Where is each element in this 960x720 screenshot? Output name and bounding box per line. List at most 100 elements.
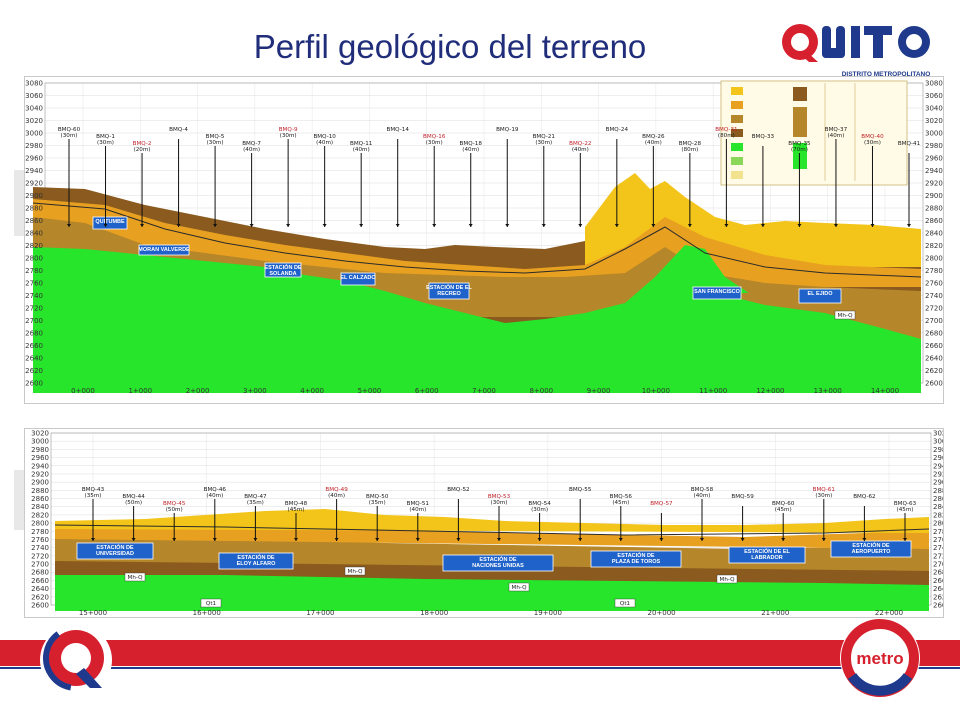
- borehole-depth: (30m): [864, 140, 881, 146]
- y-tick-label-left: 2740: [25, 292, 43, 300]
- chainage-label: 20+000: [648, 609, 676, 617]
- y-tick-label-left: 2940: [25, 167, 43, 175]
- borehole-id: BMQ-11: [350, 141, 373, 147]
- y-tick-label-right: 2960: [933, 454, 943, 462]
- y-tick-label-left: 2740: [31, 544, 49, 552]
- y-tick-label-left: 3000: [25, 130, 43, 138]
- quito-logo: DISTRITO METROPOLITANO: [782, 24, 930, 78]
- y-tick-label-left: 2780: [25, 267, 43, 275]
- y-tick-label-right: 3000: [933, 438, 943, 446]
- borehole: BMQ-44(50m): [122, 494, 145, 541]
- y-tick-label-right: 2840: [925, 230, 943, 238]
- chainage-label: 17+000: [306, 609, 334, 617]
- y-tick-label-left: 2600: [25, 380, 43, 388]
- station-label-text: ESTACIÓN DE: [264, 263, 302, 271]
- borehole-id: BMQ-60: [772, 501, 795, 507]
- unit-label: Mh-Q: [716, 574, 738, 584]
- y-tick-label-right: 2700: [925, 317, 943, 325]
- station-label-text: AEROPUERTO: [852, 549, 891, 555]
- borehole-id: BMQ-33: [752, 134, 775, 140]
- borehole: BMQ-54(30m): [528, 501, 551, 541]
- y-tick-label-right: 2640: [933, 585, 943, 593]
- y-tick-label-right: 2600: [933, 602, 943, 610]
- chainage-label: 18+000: [420, 609, 448, 617]
- y-tick-label-left: 2660: [31, 577, 49, 585]
- borehole: BMQ-11(40m): [350, 141, 373, 227]
- borehole-id: BMQ-4: [169, 127, 188, 133]
- station-label-text: ESTACIÓN DE: [237, 553, 275, 561]
- unit-label: Qt1: [614, 598, 636, 608]
- y-tick-label-left: 3040: [25, 105, 43, 113]
- metro-logo-text: metro: [856, 649, 903, 668]
- y-tick-label-left: 2920: [31, 470, 49, 478]
- chainage-label: 16+000: [193, 609, 221, 617]
- borehole: BMQ-40(30m): [861, 134, 884, 227]
- y-tick-label-right: 2640: [925, 355, 943, 363]
- unit-label-text: Qt1: [206, 601, 217, 607]
- borehole-depth: (30m): [491, 500, 508, 506]
- borehole: BMQ-58(40m): [691, 487, 714, 541]
- station-label-text: NACIONES UNIDAS: [472, 563, 524, 569]
- y-tick-label-right: 2740: [933, 544, 943, 552]
- y-tick-label-right: 3020: [933, 430, 943, 438]
- borehole-id: BMQ-28: [679, 141, 702, 147]
- y-tick-label-left: 2800: [25, 255, 43, 263]
- y-tick-label-right: 2980: [925, 142, 943, 150]
- borehole-id: BMQ-5: [206, 134, 225, 140]
- borehole: BMQ-55: [569, 487, 592, 541]
- borehole-id: BMQ-44: [122, 494, 145, 500]
- station-label-text: ELOY ALFARO: [237, 561, 277, 567]
- borehole-id: BMQ-31: [715, 127, 738, 133]
- borehole-id: BMQ-60: [58, 127, 81, 133]
- chainage-label: 5+000: [358, 387, 382, 395]
- y-tick-label-left: 2600: [31, 602, 49, 610]
- metro-logo: metro: [840, 618, 920, 698]
- borehole-id: BMQ-9: [279, 127, 298, 133]
- borehole-id: BMQ-16: [423, 134, 446, 140]
- borehole-depth: (45m): [612, 500, 629, 506]
- borehole: BMQ-22(40m): [569, 141, 591, 227]
- chainage-label: 13+000: [814, 387, 842, 395]
- borehole-depth: (80m): [718, 133, 735, 139]
- y-tick-label-right: 2980: [933, 446, 943, 454]
- y-tick-label-right: 2820: [933, 511, 943, 519]
- y-tick-label-right: 2880: [925, 205, 943, 213]
- y-tick-label-right: 2920: [925, 180, 943, 188]
- y-tick-label-left: 2860: [31, 495, 49, 503]
- y-tick-label-left: 3000: [31, 438, 49, 446]
- y-tick-label-right: 2760: [933, 536, 943, 544]
- borehole-depth: (40m): [827, 133, 844, 139]
- station-label-text: ESTACIÓN DE: [96, 543, 134, 551]
- borehole-depth: (40m): [462, 147, 479, 153]
- borehole-depth: (35m): [85, 493, 102, 499]
- quito-wordmark-graphic: [782, 24, 930, 62]
- y-tick-label-left: 2720: [25, 305, 43, 313]
- borehole-depth: (30m): [280, 133, 297, 139]
- y-tick-label-left: 2960: [25, 155, 43, 163]
- y-tick-label-left: 2940: [31, 462, 49, 470]
- borehole-depth: (50m): [125, 500, 142, 506]
- layer-green-bedrock: [33, 245, 921, 393]
- station-label-text: ESTACIÓN DE: [852, 541, 890, 549]
- borehole: BMQ-62: [853, 494, 876, 541]
- station-label-text: PLAZA DE TOROS: [612, 559, 661, 565]
- side-tab-top: [14, 170, 24, 236]
- borehole-id: BMQ-26: [642, 134, 665, 140]
- unit-label: Mh-Q: [834, 310, 856, 320]
- borehole: BMQ-31(80m): [715, 127, 738, 227]
- y-tick-label-right: 2720: [933, 552, 943, 560]
- borehole-depth: (35m): [247, 500, 264, 506]
- borehole: BMQ-2(20m): [133, 141, 151, 227]
- borehole: BMQ-60(30m): [58, 127, 81, 227]
- side-tab-bottom: [14, 470, 24, 530]
- y-tick-label-left: 3020: [31, 430, 49, 438]
- chainage-label: 6+000: [415, 387, 439, 395]
- borehole: BMQ-14: [387, 127, 409, 227]
- y-tick-label-right: 2840: [933, 503, 943, 511]
